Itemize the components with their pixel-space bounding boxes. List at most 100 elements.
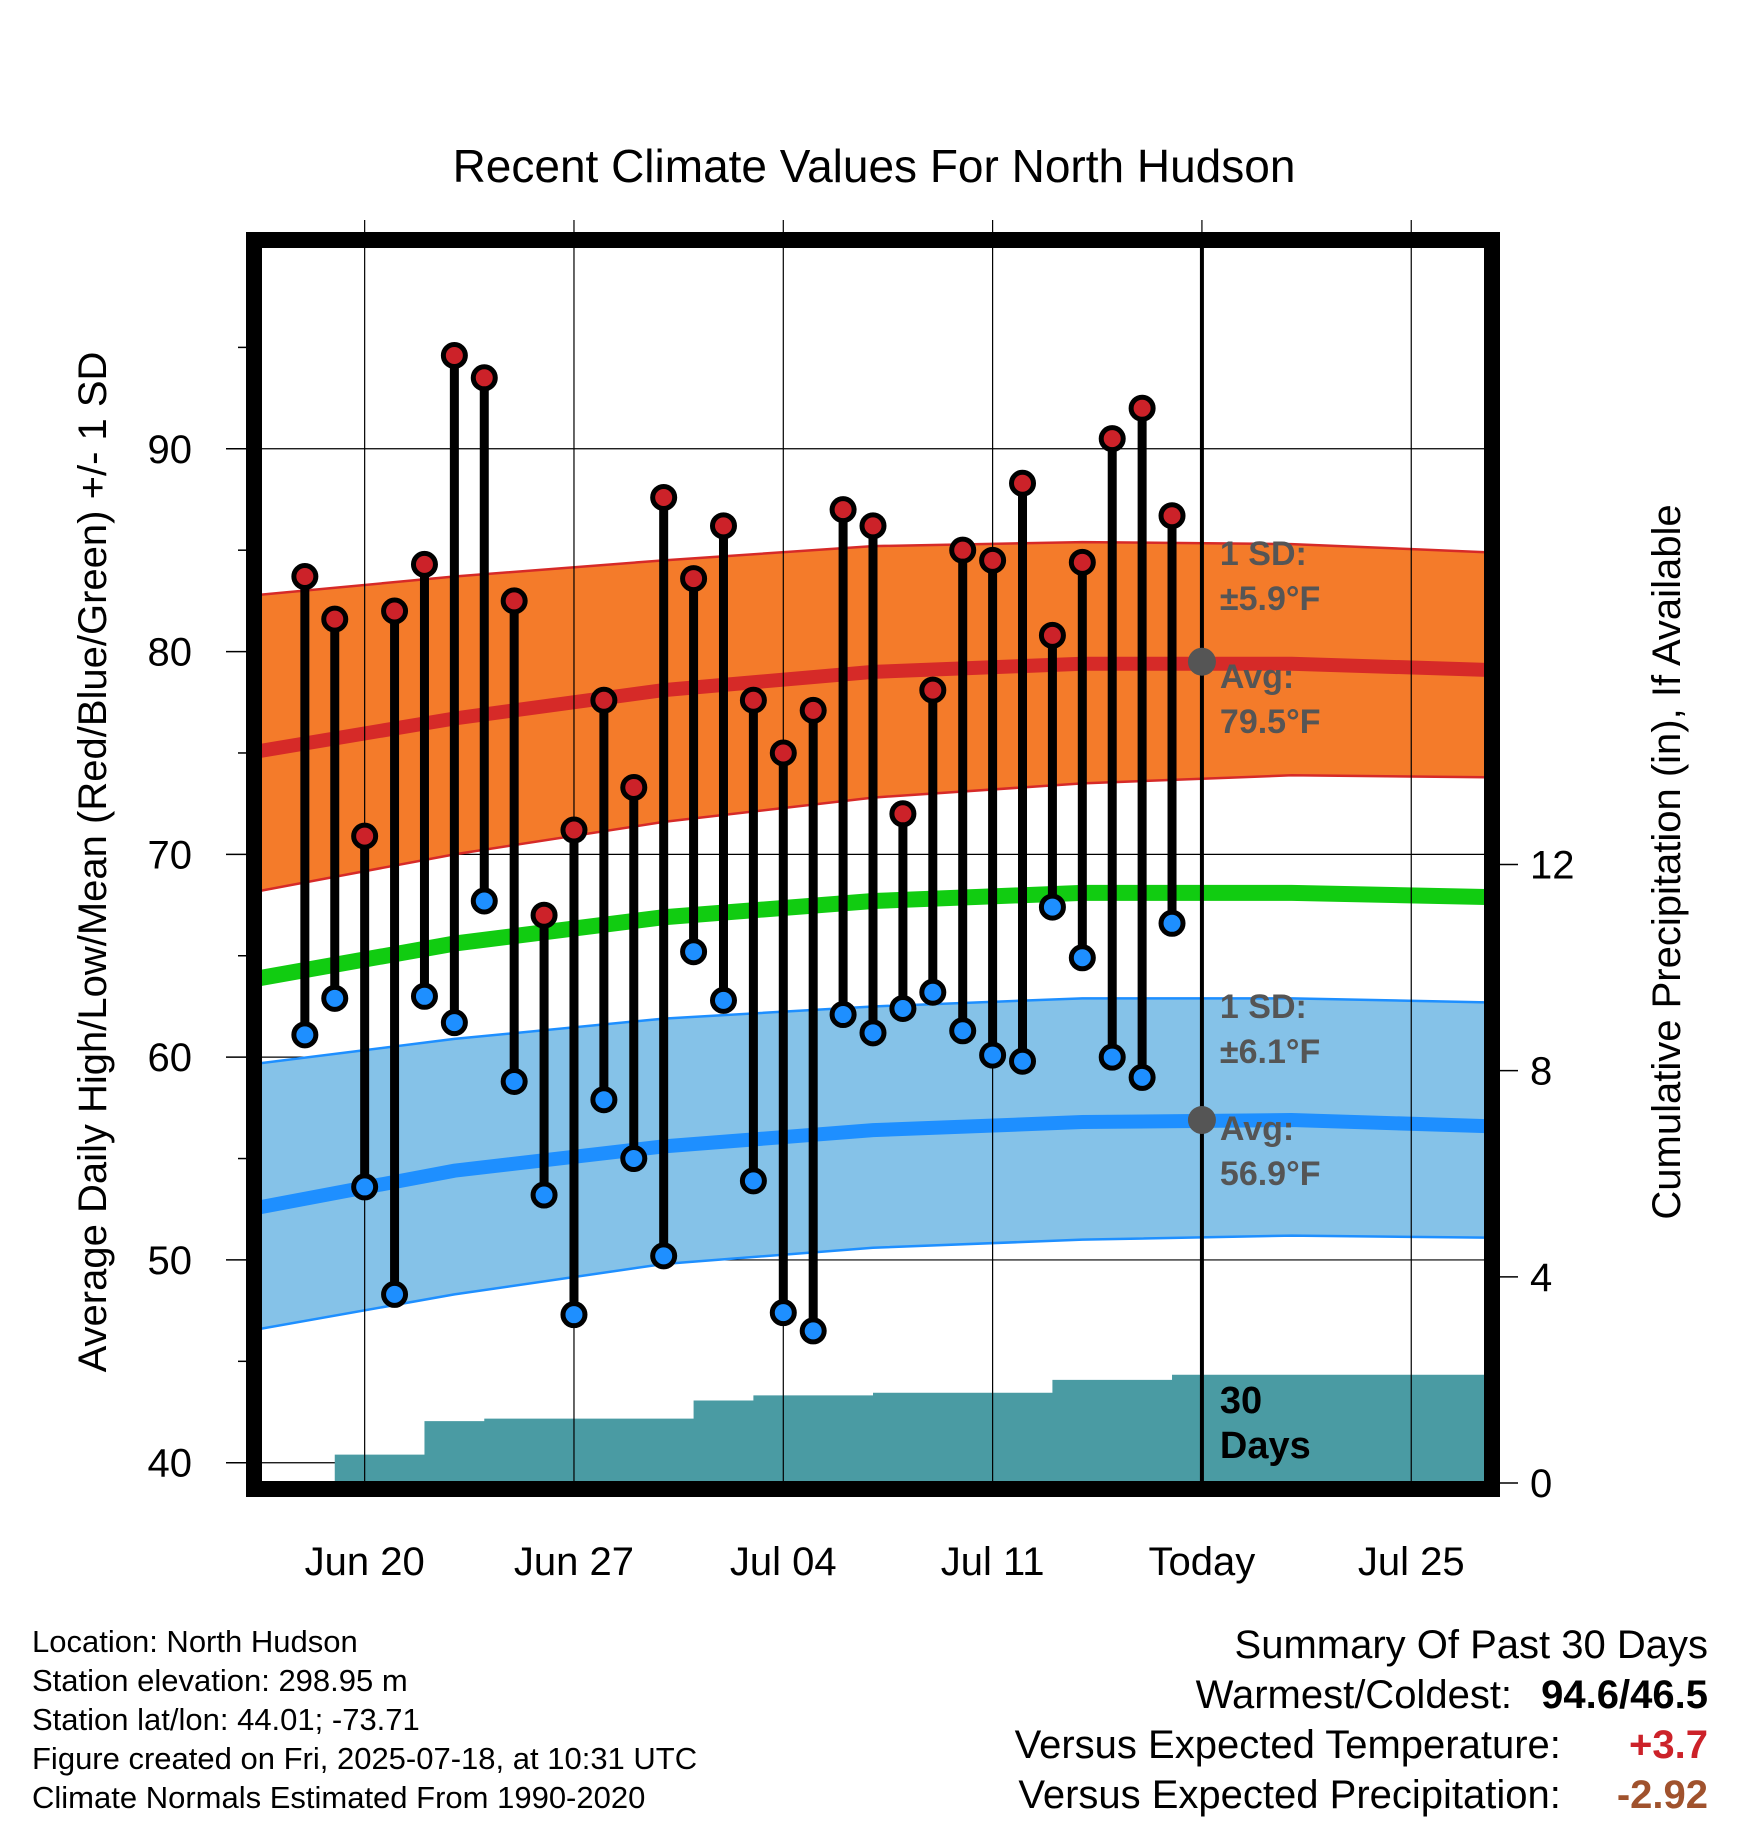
daily-low-point bbox=[1128, 1063, 1156, 1091]
low-sd-value: ±6.1°F bbox=[1220, 1033, 1320, 1071]
daily-high-point bbox=[470, 364, 498, 392]
daily-high-point bbox=[291, 563, 319, 591]
daily-high-point bbox=[979, 546, 1007, 574]
low-avg-value: 56.9°F bbox=[1220, 1155, 1321, 1193]
precip-departure-label: Versus Expected Precipitation: bbox=[1018, 1773, 1561, 1817]
high-avg-value: 79.5°F bbox=[1220, 703, 1321, 741]
daily-low-point bbox=[799, 1317, 827, 1345]
high-sd-label: 1 SD: bbox=[1220, 535, 1307, 573]
daily-high-point bbox=[799, 696, 827, 724]
x-tick-label: Jul 04 bbox=[730, 1540, 837, 1584]
daily-low-point bbox=[291, 1021, 319, 1049]
days-label-number: 30 bbox=[1220, 1380, 1262, 1422]
daily-low-point bbox=[440, 1009, 468, 1037]
x-tick-label: Today bbox=[1149, 1540, 1256, 1584]
daily-high-point bbox=[560, 816, 588, 844]
warmest-coldest-value: 94.6/46.5 bbox=[1541, 1673, 1708, 1717]
daily-high-point bbox=[321, 605, 349, 633]
y-tick-label: 60 bbox=[148, 1036, 193, 1080]
chart-title: Recent Climate Values For North Hudson bbox=[453, 140, 1296, 192]
daily-low-point bbox=[889, 994, 917, 1022]
daily-low-point bbox=[829, 1001, 857, 1029]
cumulative-precip-area bbox=[304, 1374, 1486, 1483]
daily-high-point bbox=[889, 800, 917, 828]
warmest-coldest-label: Warmest/Coldest: bbox=[1195, 1673, 1513, 1717]
precip-departure-row: Versus Expected Precipitation: -2.92 bbox=[1015, 1770, 1708, 1820]
temp-departure-label: Versus Expected Temperature: bbox=[1014, 1723, 1561, 1767]
y2-tick-label: 8 bbox=[1530, 1050, 1552, 1094]
daily-low-point bbox=[620, 1145, 648, 1173]
y-tick-label: 90 bbox=[148, 428, 193, 472]
daily-high-point bbox=[381, 597, 409, 625]
low-sd-band bbox=[260, 998, 1486, 1329]
temp-departure-row: Versus Expected Temperature: +3.7 bbox=[1015, 1720, 1708, 1770]
daily-high-point bbox=[351, 822, 379, 850]
daily-high-point bbox=[769, 739, 797, 767]
x-tick-label: Jul 11 bbox=[941, 1540, 1045, 1584]
plot-frame bbox=[246, 232, 1500, 1497]
daily-high-point bbox=[829, 496, 857, 524]
low-avg-label: Avg: bbox=[1220, 1110, 1294, 1148]
daily-low-point bbox=[321, 984, 349, 1012]
x-axis-title: Day bbox=[837, 1595, 908, 1600]
low-avg-marker bbox=[1187, 1106, 1216, 1135]
daily-low-point bbox=[769, 1299, 797, 1327]
daily-low-point bbox=[859, 1019, 887, 1047]
daily-high-point bbox=[859, 512, 887, 540]
daily-high-point bbox=[1068, 548, 1096, 576]
daily-low-point bbox=[560, 1301, 588, 1329]
daily-high-point bbox=[739, 686, 767, 714]
summary-title: Summary Of Past 30 Days bbox=[1234, 1623, 1708, 1667]
daily-high-point bbox=[919, 676, 947, 704]
precip-departure-value: -2.92 bbox=[1616, 1773, 1708, 1817]
low-sd-label: 1 SD: bbox=[1220, 988, 1307, 1026]
y-tick-label: 50 bbox=[148, 1239, 193, 1283]
daily-high-point bbox=[440, 342, 468, 370]
y2-tick-label: 4 bbox=[1530, 1256, 1552, 1300]
summary-panel: Summary Of Past 30 Days Warmest/Coldest:… bbox=[1015, 1620, 1708, 1820]
elevation-text: Station elevation: 298.95 m bbox=[32, 1663, 408, 1698]
daily-low-point bbox=[650, 1242, 678, 1270]
daily-high-point bbox=[590, 686, 618, 714]
x-tick-label: Jun 27 bbox=[514, 1540, 634, 1584]
y-axis-title: Average Daily High/Low/Mean (Red/Blue/Gr… bbox=[71, 352, 115, 1373]
daily-low-point bbox=[381, 1280, 409, 1308]
high-avg-label: Avg: bbox=[1220, 658, 1294, 696]
warmest-coldest-row: Warmest/Coldest: 94.6/46.5 bbox=[1015, 1670, 1708, 1720]
daily-low-point bbox=[1038, 893, 1066, 921]
daily-low-point bbox=[351, 1173, 379, 1201]
normals-text: Climate Normals Estimated From 1990-2020 bbox=[32, 1780, 646, 1815]
y-tick-label: 40 bbox=[148, 1442, 193, 1486]
daily-low-point bbox=[979, 1041, 1007, 1069]
temp-departure-value: +3.7 bbox=[1629, 1723, 1708, 1767]
daily-low-point bbox=[470, 887, 498, 915]
high-avg-marker bbox=[1187, 647, 1216, 676]
climate-chart: 1 SD: ±5.9°F Avg: 79.5°F 1 SD: ±6.1°F Avg: 56.9… bbox=[71, 140, 1689, 1600]
daily-high-point bbox=[650, 483, 678, 511]
high-sd-value: ±5.9°F bbox=[1220, 580, 1320, 618]
daily-low-point bbox=[680, 938, 708, 966]
daily-high-point bbox=[1128, 394, 1156, 422]
daily-high-point bbox=[680, 565, 708, 593]
daily-low-point bbox=[949, 1017, 977, 1045]
days-label-text: Days bbox=[1220, 1425, 1311, 1467]
station-info: Location: North Hudson Station elevation… bbox=[32, 1622, 697, 1817]
y2-tick-label: 0 bbox=[1530, 1462, 1552, 1506]
daily-high-point bbox=[1009, 469, 1037, 497]
y2-tick-label: 12 bbox=[1530, 844, 1575, 888]
daily-low-point bbox=[709, 986, 737, 1014]
daily-low-point bbox=[530, 1181, 558, 1209]
daily-high-point bbox=[949, 536, 977, 564]
daily-high-point bbox=[1158, 502, 1186, 530]
daily-high-point bbox=[1098, 425, 1126, 453]
daily-high-point bbox=[410, 550, 438, 578]
location-text: Location: North Hudson bbox=[32, 1624, 358, 1659]
y-tick-label: 70 bbox=[148, 833, 193, 877]
daily-high-point bbox=[709, 512, 737, 540]
daily-low-point bbox=[1158, 909, 1186, 937]
daily-high-point bbox=[1038, 621, 1066, 649]
x-tick-label: Jul 25 bbox=[1358, 1540, 1465, 1584]
latlon-text: Station lat/lon: 44.01; -73.71 bbox=[32, 1702, 420, 1737]
created-text: Figure created on Fri, 2025-07-18, at 10… bbox=[32, 1741, 698, 1776]
x-tick-label: Jun 20 bbox=[305, 1540, 425, 1584]
